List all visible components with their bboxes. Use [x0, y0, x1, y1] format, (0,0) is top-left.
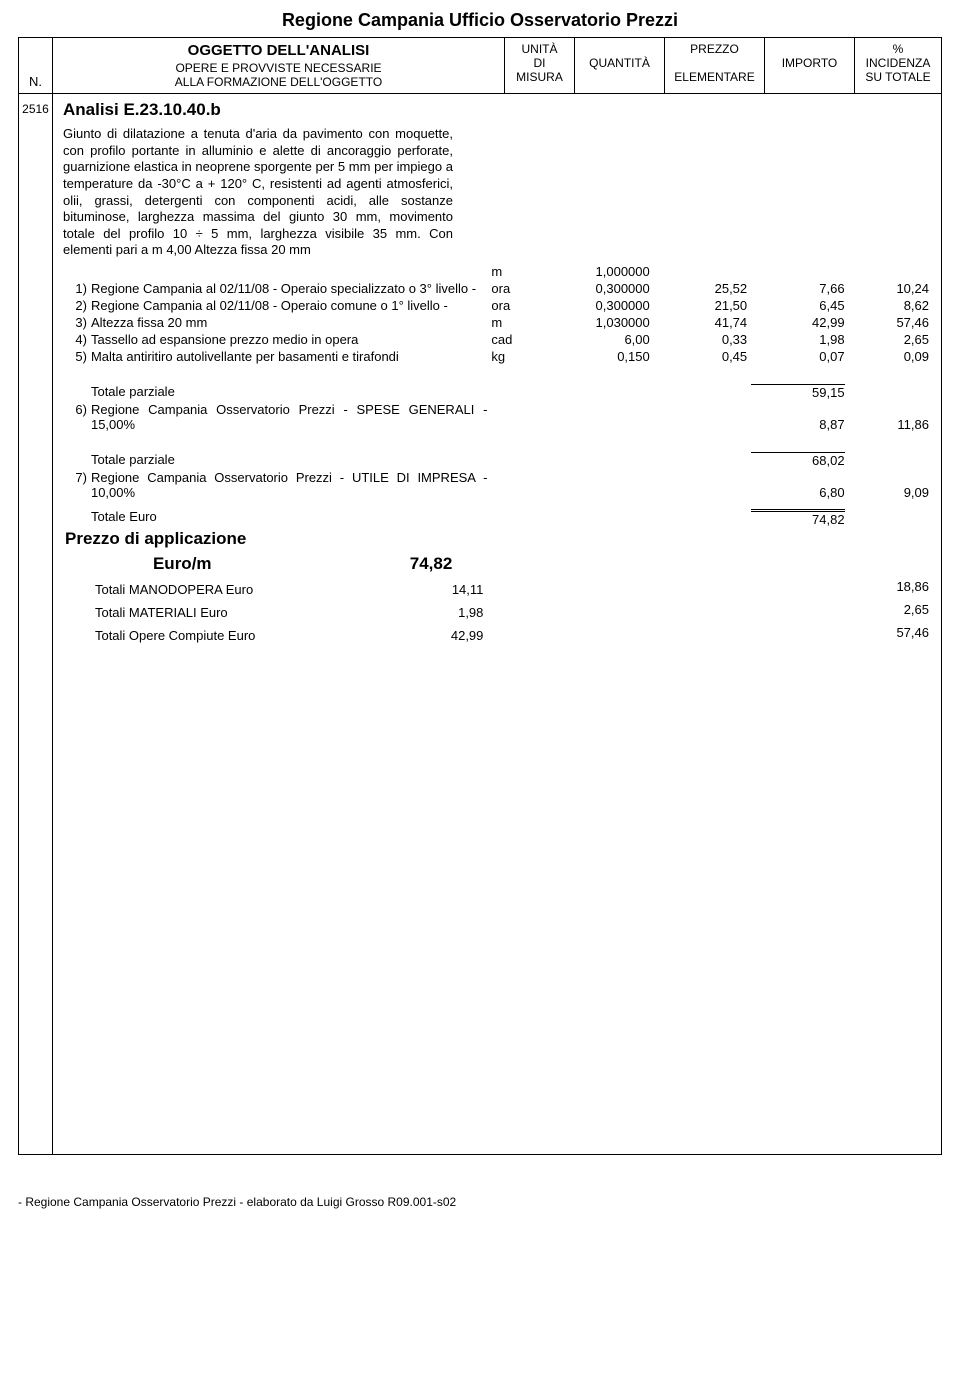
totali-materiali: Totali MATERIALI Euro 1,98 2,65	[63, 601, 931, 624]
col-header-prezzo: PREZZO ELEMENTARE	[665, 38, 765, 93]
table-row: 3) Altezza fissa 20 mm m 1,030000 41,74 …	[63, 314, 931, 331]
prezzo-applicazione-label: Prezzo di applicazione	[63, 528, 931, 550]
table-row: 5) Malta antiritiro autolivellante per b…	[63, 348, 931, 365]
subtotal-1-label: Totale parziale 59,15	[63, 383, 931, 401]
header-main-1: OGGETTO DELL'ANALISI	[59, 42, 498, 59]
col-header-n: N.	[19, 38, 53, 93]
total-euro-row: Totale Euro 74,82	[63, 501, 931, 528]
page-footer: - Regione Campania Osservatorio Prezzi -…	[18, 1195, 942, 1209]
table-header-row: N. OGGETTO DELL'ANALISI OPERE E PROVVIST…	[19, 38, 941, 94]
totali-opere: Totali Opere Compiute Euro 42,99 57,46	[63, 624, 931, 647]
col-header-oggetto: OGGETTO DELL'ANALISI OPERE E PROVVISTE N…	[53, 38, 505, 93]
totali-manodopera: Totali MANODOPERA Euro 14,11 18,86	[63, 578, 931, 601]
subtotal-1-row: 6) Regione Campania Osservatorio Prezzi …	[63, 401, 931, 433]
col-header-quantita: QUANTITÀ	[575, 38, 665, 93]
table-row: 2) Regione Campania al 02/11/08 - Operai…	[63, 297, 931, 314]
subtotal-2-label: Totale parziale 68,02	[63, 451, 931, 469]
base-um: m	[489, 263, 554, 280]
base-row: m 1,000000	[63, 263, 931, 280]
table-row: 4) Tassello ad espansione prezzo medio i…	[63, 331, 931, 348]
page-title: Regione Campania Ufficio Osservatorio Pr…	[18, 10, 942, 31]
header-main-3: ALLA FORMAZIONE DELL'OGGETTO	[59, 75, 498, 89]
analisi-description: Giunto di dilatazione a tenuta d'aria da…	[63, 126, 453, 259]
col-header-unita: UNITÀDIMISURA	[505, 38, 575, 93]
detail-table: m 1,000000 1) Regione Campania al 02/11/…	[63, 263, 931, 647]
ref-number: 2516	[19, 94, 53, 1154]
table-row: 1) Regione Campania al 02/11/08 - Operai…	[63, 280, 931, 297]
subtotal-2-row: 7) Regione Campania Osservatorio Prezzi …	[63, 469, 931, 501]
col-header-importo: IMPORTO	[765, 38, 855, 93]
analysis-table: N. OGGETTO DELL'ANALISI OPERE E PROVVIST…	[18, 37, 942, 1155]
col-header-incidenza: %INCIDENZASU TOTALE	[855, 38, 941, 93]
header-main-2: OPERE E PROVVISTE NECESSARIE	[59, 61, 498, 75]
prezzo-applicazione-value: Euro/m 74,82	[63, 550, 931, 578]
base-qt: 1,000000	[554, 263, 651, 280]
analisi-code: Analisi E.23.10.40.b	[63, 100, 931, 120]
